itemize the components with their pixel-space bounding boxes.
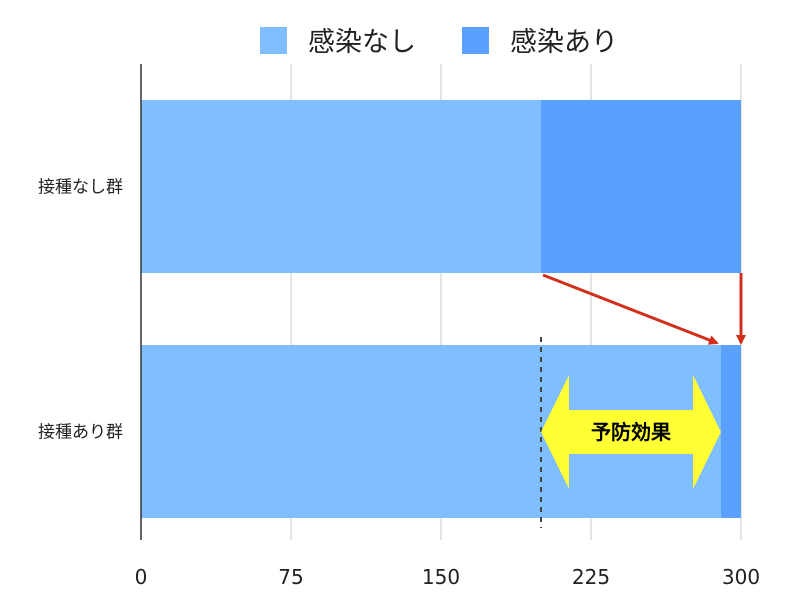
- legend-swatch-1: [462, 27, 489, 54]
- x-tick-label-300: 300: [722, 565, 760, 589]
- bar-1-1: [721, 345, 741, 518]
- legend-swatch-0: [260, 27, 287, 54]
- bar-0-0: [141, 100, 541, 273]
- annotation-label: 予防効果: [591, 420, 671, 444]
- x-tick-label-75: 75: [278, 565, 303, 589]
- bar-0-1: [541, 100, 741, 273]
- annotations: 予防効果: [540, 273, 746, 528]
- x-tick-label-225: 225: [572, 565, 610, 589]
- x-tick-label-0: 0: [135, 565, 148, 589]
- category-label-0: 接種なし群: [38, 178, 123, 198]
- x-tick-label-150: 150: [422, 565, 460, 589]
- legend-label-1: 感染あり: [510, 27, 618, 58]
- category-label-1: 接種あり群: [38, 423, 123, 443]
- diagonal-arrow: [542, 273, 719, 345]
- legend-label-0: 感染なし: [308, 27, 416, 58]
- double-arrow-annotation: [541, 375, 721, 489]
- legend: 感染なし 感染あり: [260, 27, 618, 58]
